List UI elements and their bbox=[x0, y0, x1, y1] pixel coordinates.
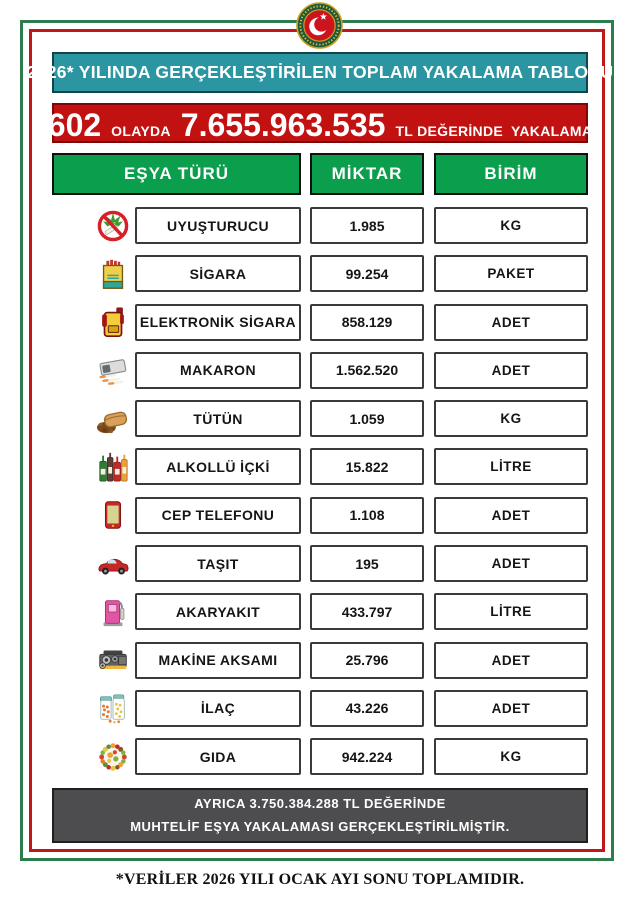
unit-cell: ADET bbox=[434, 545, 588, 583]
unit-cell: LİTRE bbox=[434, 448, 588, 486]
table-row: SİGARA 99.254 PAKET bbox=[52, 255, 588, 293]
quantity-cell: 43.226 bbox=[310, 689, 424, 727]
vehicle-icon bbox=[52, 545, 135, 582]
header-item-type: EŞYA TÜRÜ bbox=[52, 153, 301, 195]
item-name-cell: TÜTÜN bbox=[135, 400, 301, 438]
unit-cell: KG bbox=[434, 207, 588, 244]
page-title: 2026* YILINDA GERÇEKLEŞTİRİLEN TOPLAM YA… bbox=[26, 62, 614, 82]
table-row: TAŞIT 195 ADET bbox=[52, 545, 588, 583]
footnote: *VERİLER 2026 YILI OCAK AYI SONU TOPLAMI… bbox=[115, 871, 525, 888]
e-cigarette-icon bbox=[52, 304, 135, 341]
additional-note-line1: AYRICA 3.750.384.288 TL DEĞERİNDE bbox=[194, 796, 446, 812]
engine-icon bbox=[52, 642, 135, 679]
unit-cell: LİTRE bbox=[434, 593, 588, 631]
quantity-cell: 1.985 bbox=[310, 207, 424, 244]
quantity-cell: 433.797 bbox=[310, 593, 424, 631]
table-row: ALKOLLÜ İÇKİ 15.822 LİTRE bbox=[52, 448, 588, 486]
table-row: TÜTÜN 1.059 KG bbox=[52, 400, 588, 438]
incident-label: OLAYDA bbox=[111, 123, 171, 139]
unit-cell: PAKET bbox=[434, 255, 588, 293]
quantity-cell: 15.822 bbox=[310, 448, 424, 486]
item-name-cell: TAŞIT bbox=[135, 545, 301, 583]
title-banner: 2026* YILINDA GERÇEKLEŞTİRİLEN TOPLAM YA… bbox=[27, 52, 613, 93]
header-quantity: MİKTAR bbox=[310, 153, 424, 195]
unit-cell: ADET bbox=[434, 351, 588, 389]
unit-cell: ADET bbox=[434, 689, 588, 727]
item-name-cell: UYUŞTURUCU bbox=[135, 207, 301, 244]
table-row: ELEKTRONİK SİGARA 858.129 ADET bbox=[52, 303, 588, 341]
table-rows: UYUŞTURUCU 1.985 KG SİGARA 99.254 PAKET bbox=[52, 207, 588, 776]
quantity-cell: 25.796 bbox=[310, 641, 424, 679]
header-unit: BİRİM bbox=[434, 153, 588, 195]
medicine-icon bbox=[52, 690, 135, 727]
table-header-row: EŞYA TÜRÜ MİKTAR BİRİM bbox=[52, 153, 588, 195]
cigarette-tube-icon bbox=[52, 352, 135, 389]
quantity-cell: 99.254 bbox=[310, 255, 424, 293]
item-name-cell: AKARYAKIT bbox=[135, 593, 301, 631]
table-row: İLAÇ 43.226 ADET bbox=[52, 689, 588, 727]
item-name-cell: ALKOLLÜ İÇKİ bbox=[135, 448, 301, 486]
crescent-star-icon bbox=[309, 12, 329, 36]
item-name-cell: SİGARA bbox=[135, 255, 301, 293]
item-name-cell: MAKARON bbox=[135, 351, 301, 389]
table-row: MAKARON 1.562.520 ADET bbox=[52, 351, 588, 389]
total-value: 7.655.963.535 bbox=[180, 107, 386, 143]
cigarette-icon bbox=[52, 255, 135, 292]
customs-ministry-emblem bbox=[296, 2, 343, 49]
quantity-cell: 1.108 bbox=[310, 496, 424, 534]
fuel-pump-icon bbox=[52, 593, 135, 630]
drugs-icon bbox=[52, 207, 135, 244]
item-name-cell: İLAÇ bbox=[135, 689, 301, 727]
table-row: CEP TELEFONU 1.108 ADET bbox=[52, 496, 588, 534]
quantity-cell: 858.129 bbox=[310, 303, 424, 341]
item-name-cell: CEP TELEFONU bbox=[135, 496, 301, 534]
item-name-cell: ELEKTRONİK SİGARA bbox=[135, 303, 301, 341]
additional-seizure-note: AYRICA 3.750.384.288 TL DEĞERİNDE MUHTEL… bbox=[52, 788, 588, 843]
unit-cell: ADET bbox=[434, 303, 588, 341]
summary-banner: 602 OLAYDA 7.655.963.535 TL DEĞERİNDE YA… bbox=[48, 103, 592, 143]
mobile-phone-icon bbox=[52, 497, 135, 534]
additional-note-line2: MUHTELİF EŞYA YAKALAMASI GERÇEKLEŞTİRİLM… bbox=[130, 818, 510, 834]
seizure-label: YAKALAMA bbox=[511, 123, 593, 139]
table-row: UYUŞTURUCU 1.985 KG bbox=[52, 207, 588, 244]
item-name-cell: MAKİNE AKSAMI bbox=[135, 641, 301, 679]
food-icon bbox=[52, 738, 135, 775]
unit-cell: KG bbox=[434, 738, 588, 776]
unit-cell: KG bbox=[434, 400, 588, 438]
quantity-cell: 195 bbox=[310, 545, 424, 583]
unit-cell: ADET bbox=[434, 496, 588, 534]
quantity-cell: 942.224 bbox=[310, 738, 424, 776]
table-row: MAKİNE AKSAMI 25.796 ADET bbox=[52, 641, 588, 679]
alcohol-icon bbox=[52, 448, 135, 485]
quantity-cell: 1.059 bbox=[310, 400, 424, 438]
value-label: TL DEĞERİNDE bbox=[395, 123, 504, 139]
table-row: GIDA 942.224 KG bbox=[52, 738, 588, 776]
item-name-cell: GIDA bbox=[135, 738, 301, 776]
table-row: AKARYAKIT 433.797 LİTRE bbox=[52, 593, 588, 631]
unit-cell: ADET bbox=[434, 641, 588, 679]
incident-count: 602 bbox=[47, 107, 102, 143]
quantity-cell: 1.562.520 bbox=[310, 351, 424, 389]
tobacco-icon bbox=[52, 400, 135, 437]
